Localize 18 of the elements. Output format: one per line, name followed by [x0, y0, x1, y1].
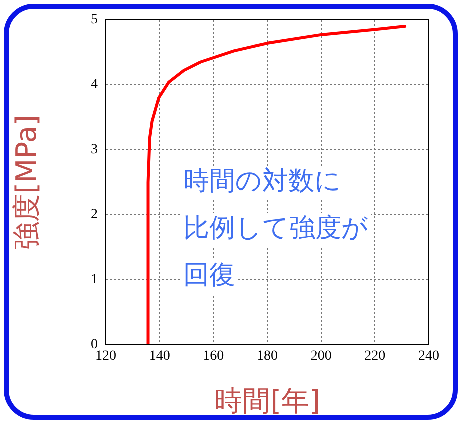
y-tick-label: 3	[91, 142, 98, 158]
y-tick-label: 4	[91, 78, 98, 93]
y-axis-title: 強度[MPa]	[10, 115, 44, 250]
y-tick-label: 5	[91, 12, 98, 28]
x-tick-label: 180	[257, 349, 278, 364]
x-axis-title: 時間[年]	[214, 384, 320, 418]
x-tick-label: 140	[149, 349, 170, 364]
y-tick-label: 0	[91, 338, 98, 353]
y-tick-label: 2	[91, 208, 98, 223]
annotation: 時間の対数に	[184, 166, 342, 196]
x-tick-label: 220	[364, 349, 386, 364]
x-tick-label: 240	[418, 349, 440, 364]
x-tick-label: 120	[96, 349, 116, 364]
y-tick-label: 1	[91, 272, 98, 288]
annotation: 回復	[184, 260, 236, 290]
x-tick-label: 160	[203, 349, 224, 364]
x-tick-label: 200	[310, 349, 332, 364]
annotation: 比例して強度が	[184, 213, 369, 244]
